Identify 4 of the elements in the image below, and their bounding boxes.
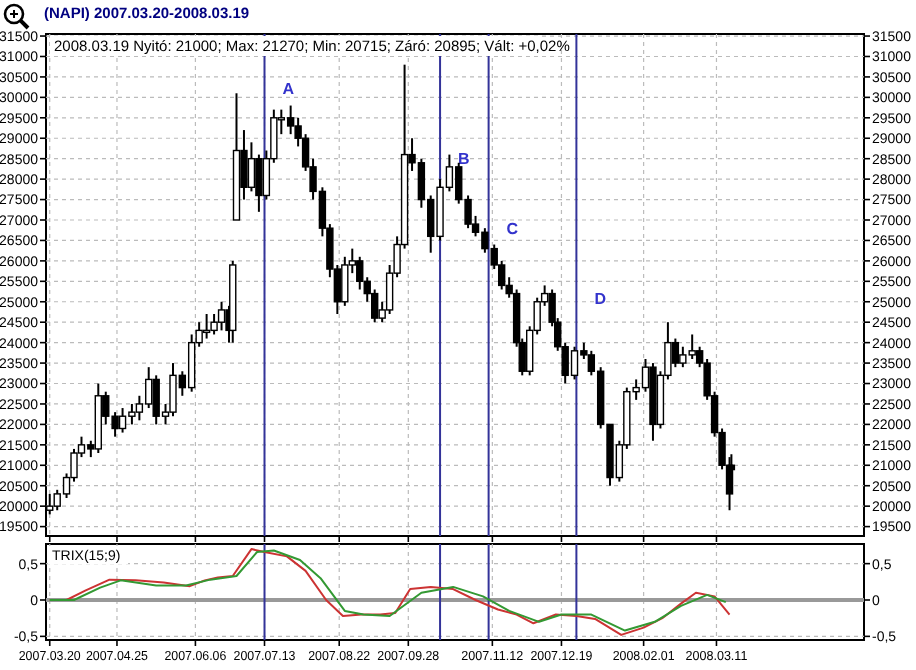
ref-line-label: C [506, 219, 519, 238]
ref-line-label: B [458, 149, 471, 168]
ref-line-label: D [594, 289, 607, 308]
ref-line-label: A [282, 79, 295, 98]
